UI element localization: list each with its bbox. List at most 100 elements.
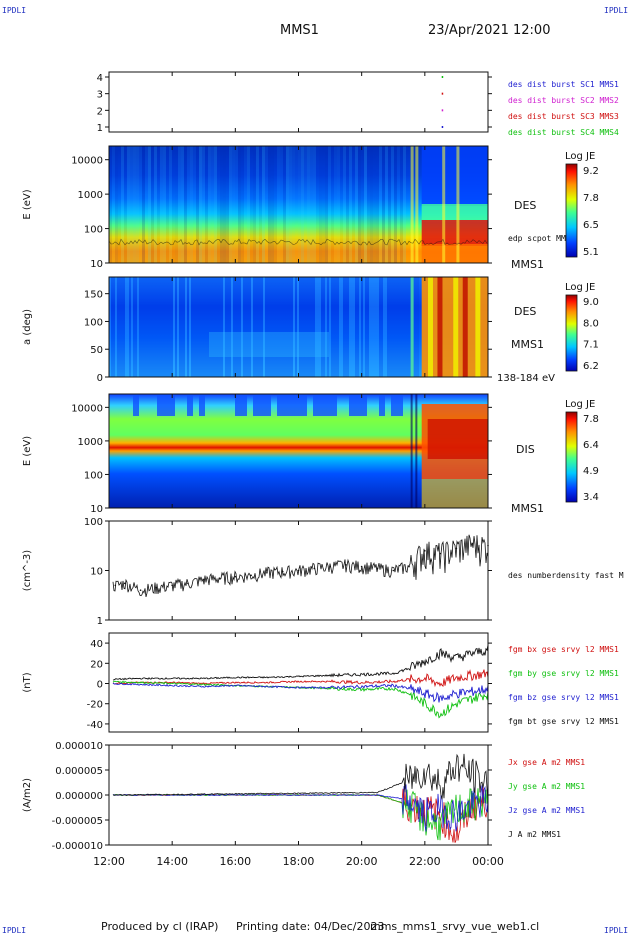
des-pitch-label: DES (514, 305, 536, 318)
des-energy-stripe (172, 146, 175, 263)
des-pitch-stripe (137, 277, 139, 377)
density-point-4 (171, 584, 173, 587)
des-pitch-stripe (273, 277, 275, 377)
des-energy-spike-1 (415, 146, 419, 263)
des-energy-stripe (325, 146, 328, 263)
des-energy-stripe (178, 146, 181, 263)
des-pitch-stripe (279, 277, 281, 377)
bfield-ylabel: (nT) (22, 672, 33, 692)
density-point-1 (123, 582, 126, 585)
current-tick-label-1: 0.000005 (55, 766, 103, 777)
bfield-tick-label-2: 0 (97, 680, 103, 691)
des-energy-stripe (151, 146, 154, 263)
density-point-13 (313, 567, 316, 570)
des-pitch-stripe (417, 277, 419, 377)
des-pitch-stripe (281, 277, 283, 377)
des-energy-stripe (217, 146, 220, 263)
dis-energy-block (199, 394, 205, 416)
des-energy-active-high (421, 146, 488, 206)
des-pitch-stripe (143, 277, 145, 377)
des-energy-spike-0 (410, 146, 414, 263)
current-legend-1: Jy gse A m2 MMS1 (508, 782, 585, 791)
burst-mark-1 (441, 92, 444, 95)
des-pitch-stripe (387, 277, 389, 377)
burst-legend-3: des dist burst SC4 MMS4 (508, 128, 619, 137)
burst-mark-2 (441, 109, 444, 112)
density-point-19 (408, 565, 410, 568)
des-energy-stripe (253, 146, 256, 263)
density-point-3 (155, 586, 158, 589)
des-energy-stripe (283, 146, 286, 263)
des-energy-stripe (271, 146, 274, 263)
footer-printing-date: Printing date: 04/Dec/2023 (236, 920, 385, 933)
des-pitch-stripe (263, 277, 265, 377)
des-pitch-stripe (343, 277, 345, 377)
des-pitch-stripe (157, 277, 159, 377)
des-energy-stripe (394, 146, 397, 263)
des-pitch-stripe (115, 277, 117, 377)
des-pitch-stripe (399, 277, 401, 377)
density-point-5 (187, 582, 189, 585)
des-pitch-stripe (259, 277, 261, 377)
des-pitch-stripe (379, 277, 381, 377)
dis-energy-ylabel: E (eV) (22, 436, 33, 466)
des-pitch-stripe (239, 277, 241, 377)
des-pitch-stripe (309, 277, 311, 377)
des-energy-stripe (205, 146, 208, 263)
des-pitch-stripe (201, 277, 203, 377)
dis-energy-block (163, 394, 169, 416)
des-pitch-stripe (243, 277, 245, 377)
current-line-3 (112, 753, 489, 800)
des-energy-stripe (118, 146, 121, 263)
des-pitch-stripe (297, 277, 299, 377)
density-tick-label-0: 100 (84, 517, 103, 528)
dis-energy-block (397, 394, 403, 416)
des-energy-tick-label-3: 10 (90, 259, 103, 270)
des-energy-stripe (181, 146, 184, 263)
des-energy-stripe (373, 146, 376, 263)
des-pitch-stripe (403, 277, 405, 377)
dis-energy-tick-label-2: 100 (84, 470, 103, 481)
des-energy-colorbar-tick-2: 6.5 (583, 220, 599, 231)
dis-energy-blocks (133, 394, 403, 416)
des-energy-stripe (388, 146, 391, 263)
x-tick-label-4: 20:00 (346, 855, 378, 868)
dis-energy-spike-1 (415, 394, 418, 508)
density-point-12 (297, 569, 300, 572)
burst-legend-1: des dist burst SC2 MMS2 (508, 96, 619, 105)
des-energy-stripe (136, 146, 139, 263)
des-pitch-stripe (167, 277, 169, 377)
des-pitch-stripe (129, 277, 131, 377)
des-pitch-stripe (373, 277, 375, 377)
des-pitch-stripe (349, 277, 351, 377)
des-energy-stripe (268, 146, 271, 263)
des-pitch-stripe (293, 277, 295, 377)
des-energy-stripe (109, 146, 112, 263)
des-pitch-stripe (255, 277, 257, 377)
density-point-16 (360, 565, 363, 568)
des-pitch-band-0 (427, 277, 433, 377)
des-pitch-stripe (391, 277, 393, 377)
des-energy-stripe (142, 146, 145, 263)
des-pitch-stripe (223, 277, 225, 377)
des-energy-stripe (226, 146, 229, 263)
des-pitch-stripe (363, 277, 365, 377)
des-energy-stripe (190, 146, 193, 263)
des-pitch-stripe (109, 277, 111, 377)
des-pitch-stripe (187, 277, 189, 377)
des-energy-stripe (262, 146, 265, 263)
des-pitch-stripe (233, 277, 235, 377)
dis-energy-mission: MMS1 (511, 502, 544, 515)
des-pitch-stripe (237, 277, 239, 377)
bfield-tick-label-4: -40 (87, 720, 103, 731)
des-pitch-stripe (329, 277, 331, 377)
des-pitch-stripe (265, 277, 267, 377)
des-energy-stripe (301, 146, 304, 263)
des-pitch-stripe (191, 277, 193, 377)
dis-energy-block (259, 394, 265, 416)
density-point-6 (202, 578, 205, 581)
des-energy-stripe (175, 146, 178, 263)
des-energy-stripe (349, 146, 352, 263)
dis-energy-tick-label-1: 1000 (78, 437, 103, 448)
density-point-9 (250, 574, 252, 577)
